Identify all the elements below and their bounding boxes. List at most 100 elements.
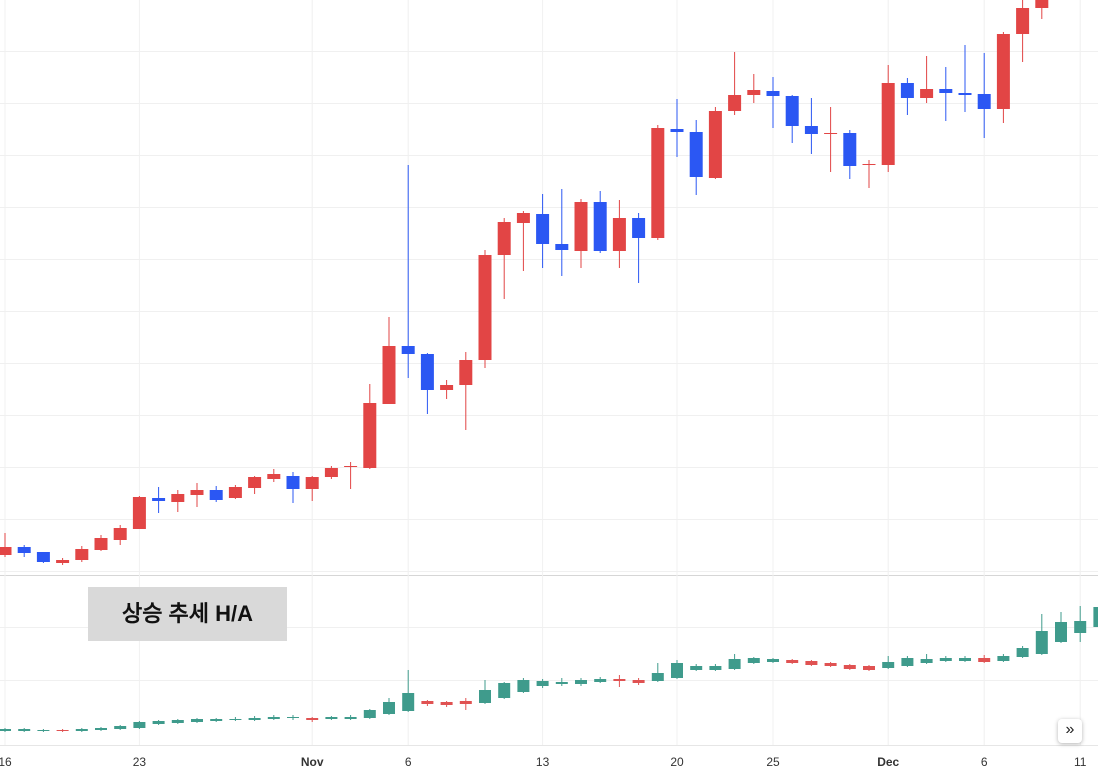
candle-body [382,346,396,404]
candle-body [690,666,703,670]
candle-body [824,133,838,134]
candle-body [517,680,530,692]
candle-body [114,726,127,729]
candle-body [977,94,991,109]
candle-body [900,83,914,98]
scroll-button[interactable]: » [1058,719,1082,743]
candle-body [632,680,645,683]
candle-body [152,721,165,724]
candle-body [497,222,511,255]
candle-body [478,255,492,360]
candle-body [862,164,876,165]
x-tick-label: 23 [133,755,147,769]
x-tick-label: Nov [301,755,324,769]
candle-body [651,673,664,681]
candle-body [555,244,569,250]
x-tick-label: Dec [877,755,899,769]
candle-body [939,89,953,93]
candle-body [843,133,857,166]
x-tick-label: 25 [766,755,780,769]
candle-body [555,682,568,684]
candle-body [747,658,760,663]
candle-body [785,96,799,126]
candle-body [75,549,89,560]
candle-body [863,666,875,670]
candle-body [305,477,319,489]
candle-body [805,661,818,665]
x-tick-label: 11 [1074,755,1087,769]
candle-body [459,701,472,704]
candle-body [612,218,626,251]
candle-body [1016,648,1029,657]
x-tick-label: 6 [981,755,988,769]
candle-body [287,717,299,718]
candle-body [440,702,453,705]
grid-background [0,627,1098,628]
candle-body [728,659,741,669]
candle-body [786,660,799,663]
indicator-label: 상승 추세 H/A [88,587,287,641]
candle-body [671,663,683,678]
candle-body [209,490,223,500]
candle-body [882,662,895,668]
candle-body [171,720,184,723]
candle-body [1055,622,1067,642]
candle-body [75,729,88,731]
candle-body [286,476,300,489]
candle-body [1035,631,1048,654]
grid-background [0,680,1098,681]
candle-body [498,683,511,698]
candle-body [958,93,972,95]
candle-body [978,658,991,662]
candle-body [267,474,281,479]
candle-body [344,466,358,467]
candle-body [901,658,914,666]
candle-body [94,538,108,550]
candle-body [56,560,70,563]
candle-body [708,111,722,178]
candle-body [516,213,530,223]
candle-body [593,202,607,251]
candle-body [229,719,242,720]
candle-body [920,89,934,98]
candle-body [17,547,31,553]
candle-body [536,214,550,244]
candle-body [36,552,50,562]
candle-body [113,528,127,540]
candle-body [401,346,415,354]
candle-body [670,129,684,132]
candle-body [152,498,166,501]
candle-body [363,710,376,718]
candle-body [18,729,31,731]
candle-body [939,658,952,661]
x-tick-label: 6 [405,755,412,769]
candle-body [747,90,761,95]
candle-body [824,663,837,666]
candle-body [383,702,395,714]
candle-body [574,202,588,251]
candle-body [766,91,780,96]
candle-body [210,719,223,721]
candle-body [689,132,703,177]
candle-body [594,679,607,682]
x-tick-label: 13 [536,755,550,769]
candle-body [267,717,280,719]
candle-body [248,477,262,488]
candle-body [0,547,12,555]
candle-body [996,34,1010,109]
candle-body [651,128,665,238]
candle-body [191,719,203,722]
candle-body [728,95,742,111]
candle-body [459,360,473,385]
candle-body [920,659,933,663]
candle-body [632,218,646,238]
candle-body [1035,0,1049,8]
candle-body [228,487,242,498]
candle-body [881,83,895,165]
candle-body [420,354,434,390]
candle-body [804,126,818,134]
candle-body [190,490,204,495]
candle-body [843,665,856,669]
